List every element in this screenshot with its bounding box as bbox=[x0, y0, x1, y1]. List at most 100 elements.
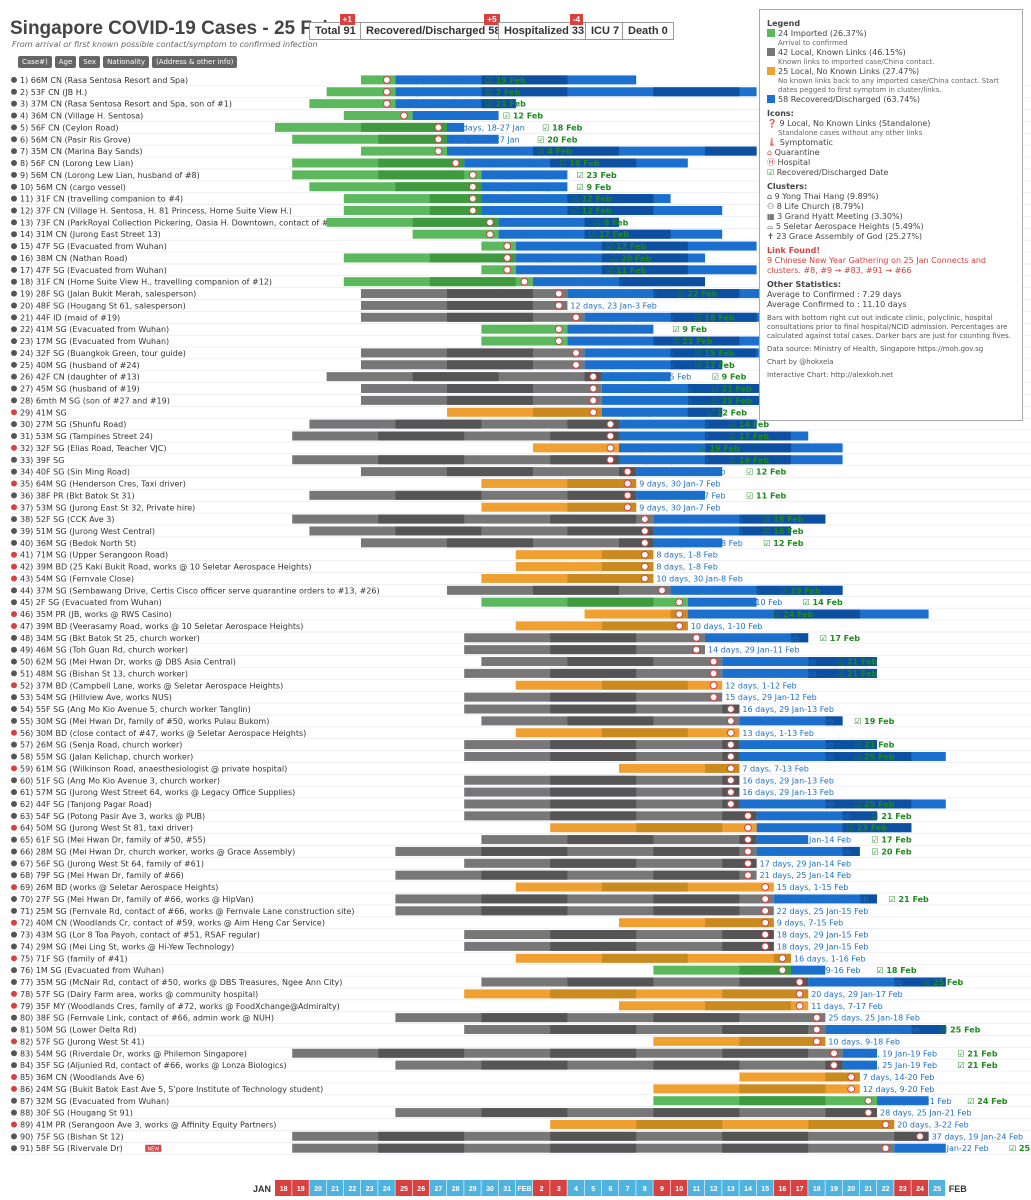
filter-sex-tag[interactable]: Sex bbox=[79, 56, 101, 68]
case-label: 32) 32F SG (Elias Road, Teacher VJC) bbox=[20, 444, 167, 453]
axis-day-label: 20 bbox=[847, 1186, 855, 1193]
case-bar bbox=[619, 918, 774, 928]
count-stripe bbox=[567, 205, 654, 215]
case-label: 62) 44F SG (Tanjong Pagar Road) bbox=[20, 800, 152, 809]
case-bar bbox=[395, 906, 774, 916]
case-label: 22) 41M SG (Evacuated from Wuhan) bbox=[20, 325, 169, 334]
count-stripe bbox=[739, 1036, 826, 1046]
count-stripe bbox=[378, 134, 447, 144]
case-duration-label: 18 days, 29 Jan-15 Feb bbox=[777, 942, 869, 951]
case-marker-icon bbox=[11, 231, 17, 238]
case-label: 67) 56F SG (Jurong West St 64, family of… bbox=[20, 859, 204, 868]
hospital-icon bbox=[468, 206, 477, 215]
filter-age-tag[interactable]: Age bbox=[54, 56, 77, 68]
case-label: 78) 57F SG (Dairy Farm area, works @ com… bbox=[20, 990, 258, 999]
recovered-bar bbox=[584, 360, 723, 370]
recovered-date-label: ☑ 21 Feb bbox=[957, 1049, 997, 1058]
case-label: 43) 54M SG (Fernvale Close) bbox=[20, 574, 134, 583]
recovered-date-label: ☑ 21 Feb bbox=[672, 337, 712, 346]
count-stripe bbox=[808, 1119, 895, 1129]
recovered-bar bbox=[739, 740, 877, 750]
hospital-icon bbox=[572, 349, 580, 357]
recovered-bar bbox=[395, 87, 757, 97]
count-stripe bbox=[550, 1048, 637, 1058]
count-stripe bbox=[825, 751, 912, 761]
hospital-icon bbox=[589, 396, 598, 405]
case-marker-icon bbox=[11, 219, 17, 226]
count-stripe bbox=[550, 1143, 637, 1153]
count-stripe bbox=[378, 455, 465, 465]
count-stripe bbox=[653, 894, 740, 904]
count-stripe bbox=[378, 431, 465, 441]
case-duration-label: 16 days, 30 Jan-14 Feb bbox=[760, 836, 852, 845]
case-marker-icon bbox=[11, 76, 17, 83]
stat-label: Total 91 bbox=[315, 25, 356, 37]
case-duration-label: 10 days, 21-30 Jan bbox=[502, 218, 577, 227]
case-label: 28) 6mth M SG (son of #27 and #19) bbox=[20, 396, 170, 405]
case-label: 54) 55F SG (Ang Mo Kio Avenue 5, church … bbox=[20, 705, 251, 714]
axis-day-label: 11 bbox=[693, 1186, 701, 1193]
count-stripe bbox=[705, 455, 791, 465]
case-marker-icon bbox=[11, 1050, 17, 1057]
count-stripe bbox=[550, 1025, 637, 1034]
hospital-icon bbox=[486, 230, 494, 239]
case-marker-icon bbox=[11, 373, 17, 380]
hospital-icon bbox=[640, 562, 649, 571]
hospital-icon bbox=[675, 598, 684, 607]
interactive-link[interactable]: Interactive Chart: http://alexkoh.net bbox=[767, 371, 893, 379]
case-marker-icon bbox=[11, 1062, 17, 1069]
axis-day-cell bbox=[636, 1180, 653, 1196]
case-duration-label: 20 days, 3-22 Feb bbox=[897, 1120, 969, 1129]
count-stripe bbox=[636, 823, 723, 833]
case-marker-icon bbox=[11, 254, 17, 261]
axis-day-cell bbox=[773, 1180, 791, 1196]
case-duration-label: 12 days, 1-12 Feb bbox=[725, 681, 797, 690]
axis-day-label: 9 bbox=[660, 1186, 664, 1193]
case-marker-icon bbox=[11, 670, 17, 677]
case-marker-icon bbox=[11, 1145, 17, 1152]
hospital-icon bbox=[795, 1001, 804, 1010]
hangar-icon: ⌓ bbox=[767, 222, 774, 231]
case-duration-label: 13 days, 23 Jan-4 Feb bbox=[588, 349, 674, 358]
case-marker-icon bbox=[11, 955, 17, 962]
recovered-bar bbox=[447, 134, 499, 144]
case-duration-label: 10 days, 9-18 Feb bbox=[828, 1037, 900, 1046]
legend-panel: Legend 24 Imported (26.37%) Arrival to c… bbox=[759, 9, 1023, 421]
count-stripe bbox=[447, 467, 533, 477]
chart-by[interactable]: Chart by @hokxela bbox=[767, 358, 834, 366]
hospital-icon bbox=[709, 657, 718, 666]
case-label: 20) 48F SG (Hougang St 61, salesperson) bbox=[20, 301, 186, 310]
filter-address-tag[interactable]: (Address & other info) bbox=[152, 56, 238, 68]
axis-day-cell bbox=[928, 1180, 946, 1196]
axis-day-cell bbox=[825, 1180, 842, 1196]
known-swatch bbox=[767, 48, 775, 56]
count-stripe bbox=[825, 740, 877, 750]
hospital-icon bbox=[434, 147, 443, 156]
legend-item-known: 42 Local, Known Links (46.15%) bbox=[767, 48, 1015, 58]
filter-nationality-tag[interactable]: Nationality bbox=[103, 56, 150, 68]
case-marker-icon bbox=[11, 492, 17, 499]
count-stripe bbox=[705, 146, 757, 156]
hospital-icon bbox=[709, 681, 718, 690]
case-bar bbox=[361, 75, 396, 85]
case-duration-label: 4 days, 20-23 Jan bbox=[398, 76, 468, 85]
case-duration-label: 5 days, 30 Jan-3 Feb bbox=[570, 325, 651, 334]
case-bar bbox=[343, 194, 482, 204]
axis-day-cell bbox=[601, 1180, 619, 1196]
axis-day-label: 24 bbox=[916, 1186, 924, 1193]
case-label: 33) 39F SG bbox=[20, 456, 64, 465]
axis-day-cell bbox=[739, 1180, 756, 1196]
recovered-date-label: ☑ 21 Feb bbox=[871, 812, 911, 821]
case-duration-label: 20 days, 20 Jan-8 Feb bbox=[656, 527, 742, 536]
case-bar bbox=[481, 265, 516, 275]
axis-day-label: 19 bbox=[830, 1186, 838, 1193]
count-stripe bbox=[567, 478, 637, 488]
filter-case-tag[interactable]: Case#) bbox=[18, 56, 52, 68]
hospital-icon bbox=[658, 586, 666, 595]
hospital-icon bbox=[726, 764, 735, 773]
hospital-icon bbox=[830, 1061, 838, 1070]
case-label: 69) 26M BD (works @ Seletar Aerospace He… bbox=[20, 883, 218, 892]
case-label: 26) 42F CN (daughter of #13) bbox=[20, 373, 140, 382]
case-duration-label: 26 days, 25 Jan-19 Feb bbox=[846, 1061, 938, 1070]
recovered-date-label: ☑ 15 Feb bbox=[695, 349, 735, 358]
